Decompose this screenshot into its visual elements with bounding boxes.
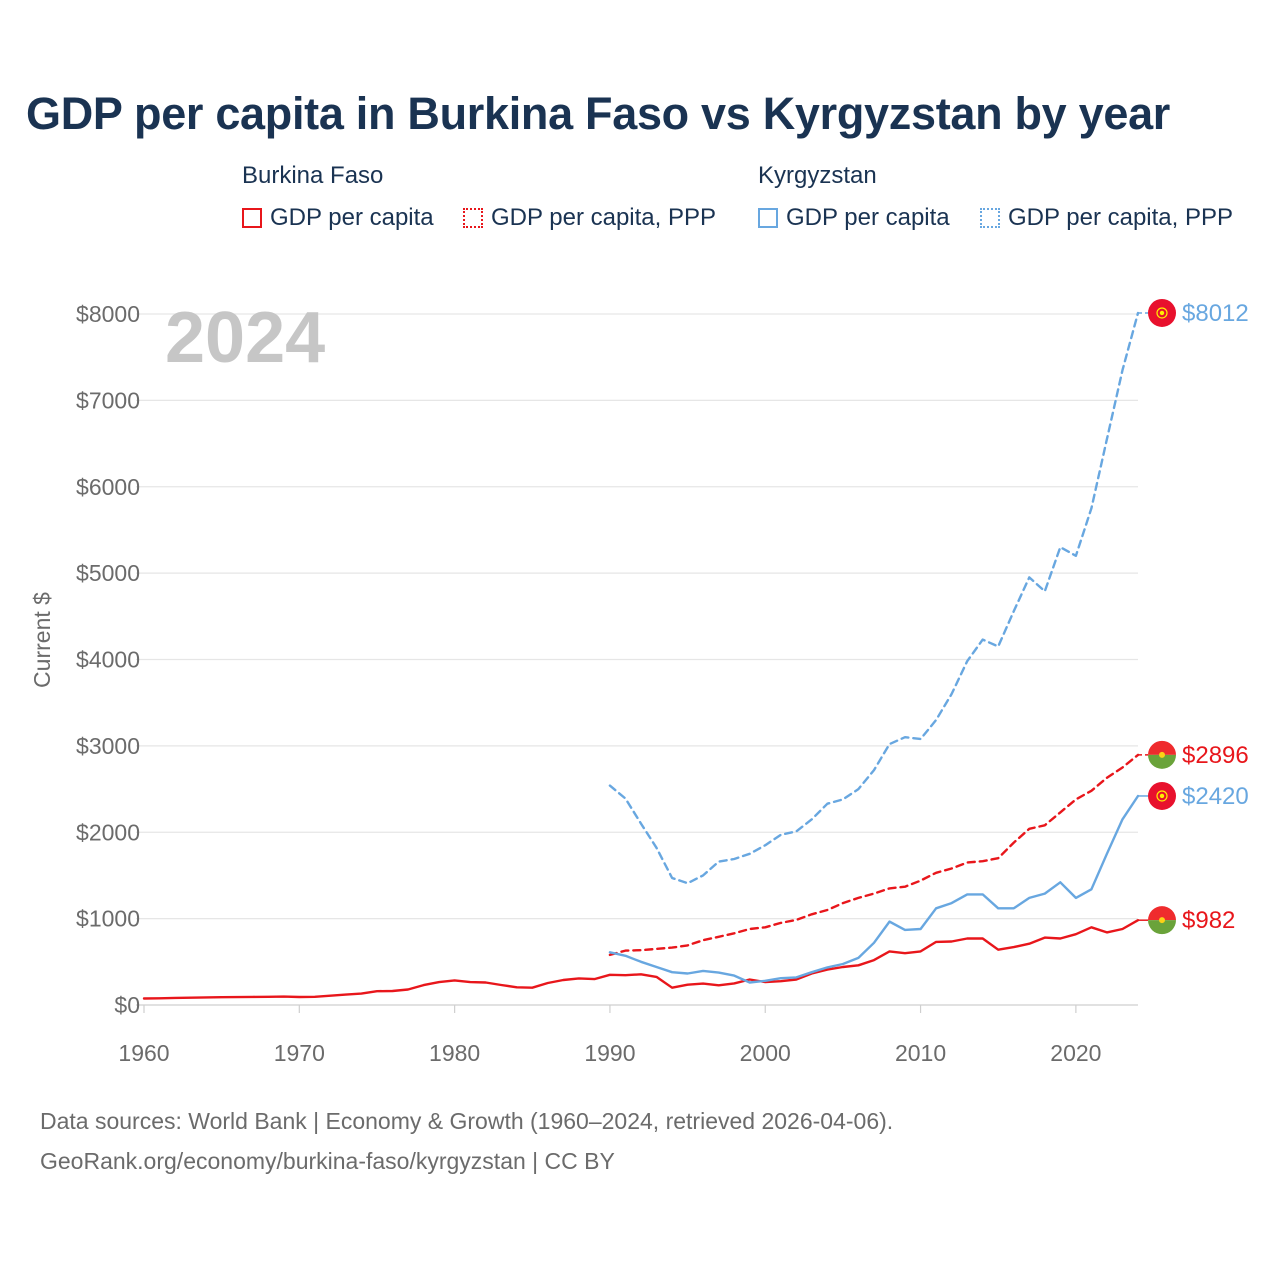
x-tick-label: 1960 [118, 1040, 169, 1066]
series-line-3 [608, 311, 1140, 885]
legend-group-burkina-faso: Burkina Faso [242, 162, 383, 190]
y-axis-label: Current $ [29, 592, 55, 688]
series-end-label: $2420 [1182, 783, 1249, 810]
x-tick-label: 2020 [1050, 1040, 1101, 1066]
y-tick-label: $4000 [76, 647, 140, 673]
y-tick-label: $8000 [76, 301, 140, 327]
legend-swatch [463, 208, 483, 228]
legend-label: GDP per capita, PPP [1008, 204, 1233, 231]
legend-label: GDP per capita [786, 204, 950, 231]
y-axis-ticks: $0 $1000 $2000 $3000 $4000 $5000 $6000 $7000 $80… [76, 301, 140, 1018]
legend-group-title: Kyrgyzstan [758, 162, 877, 189]
y-tick-label: $6000 [76, 474, 140, 500]
legend-item-bf-gdp[interactable]: GDP per capita [242, 204, 434, 232]
source-line-2: GeoRank.org/economy/burkina-faso/kyrgyzs… [40, 1148, 615, 1174]
gridlines [136, 313, 1138, 1006]
series-lines [142, 311, 1140, 1000]
x-axis-ticks: 1960 1970 1980 1990 2000 2010 2020 [118, 1005, 1101, 1066]
legend-group-title: Burkina Faso [242, 162, 384, 189]
series-end-label: $8012 [1182, 300, 1249, 327]
kyrgyzstan-flag-icon [1148, 298, 1176, 327]
series-line-2 [608, 794, 1140, 984]
y-tick-label: $0 [114, 992, 140, 1018]
burkina-faso-flag-icon [1148, 906, 1176, 935]
x-tick-label: 2010 [895, 1040, 946, 1066]
year-watermark: 2024 [165, 298, 325, 378]
y-tick-label: $7000 [76, 387, 140, 413]
legend-swatch [758, 208, 778, 228]
x-tick-label: 1990 [584, 1040, 635, 1066]
kyrgyzstan-flag-icon [1148, 781, 1176, 810]
legend-label: GDP per capita, PPP [491, 204, 716, 231]
legend-item-kg-gdp[interactable]: GDP per capita [758, 204, 950, 232]
series-end-label: $2896 [1182, 742, 1249, 769]
series-end-label: $982 [1182, 907, 1235, 934]
y-tick-label: $5000 [76, 560, 140, 586]
y-tick-label: $3000 [76, 733, 140, 759]
series-line-0 [142, 919, 1140, 1000]
legend-label: GDP per capita [270, 204, 434, 231]
legend-swatch [980, 208, 1000, 228]
x-tick-label: 2000 [740, 1040, 791, 1066]
chart-title: GDP per capita in Burkina Faso vs Kyrgyz… [26, 88, 1171, 139]
legend-item-kg-gdp-ppp[interactable]: GDP per capita, PPP [980, 204, 1233, 232]
series-line-1 [608, 753, 1140, 957]
burkina-faso-flag-icon [1148, 740, 1176, 769]
x-tick-label: 1970 [274, 1040, 325, 1066]
x-tick-label: 1980 [429, 1040, 480, 1066]
legend-group-kyrgyzstan: Kyrgyzstan [758, 162, 877, 190]
series-end-markers: $982 $2896 $2420 $8012 [1138, 298, 1249, 935]
y-tick-label: $2000 [76, 819, 140, 845]
source-line-1: Data sources: World Bank | Economy & Gro… [40, 1108, 894, 1134]
legend-swatch [242, 208, 262, 228]
legend-item-bf-gdp-ppp[interactable]: GDP per capita, PPP [463, 204, 716, 232]
y-tick-label: $1000 [76, 906, 140, 932]
